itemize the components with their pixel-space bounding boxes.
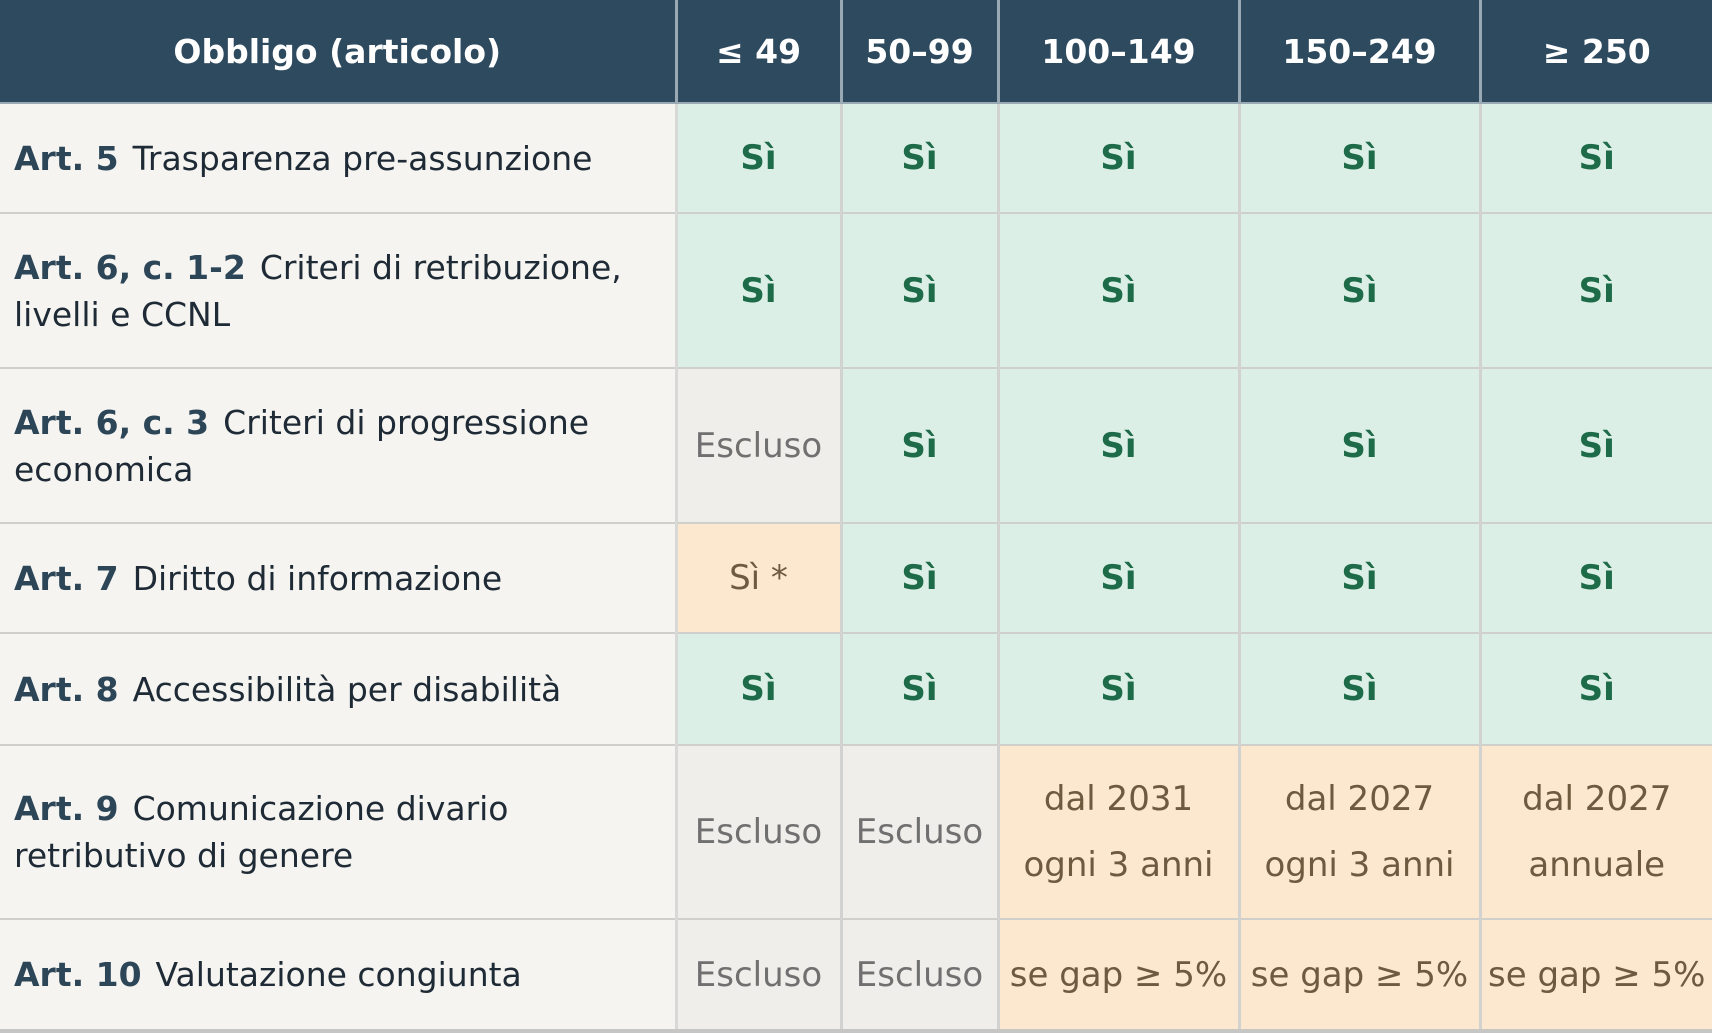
article-label: Art. 10	[14, 955, 142, 994]
status-cell: se gap ≥ 5%	[1239, 919, 1482, 1033]
status-cell: Sì	[841, 103, 1000, 214]
status-cell: Sì	[841, 633, 1000, 746]
obligation-text: Valutazione congiunta	[155, 955, 522, 994]
status-cell: Sì	[1480, 368, 1712, 524]
status-line-1: dal 2031	[1043, 779, 1194, 819]
table-row: Art. 10 Valutazione congiunta Escluso Esc…	[0, 919, 1712, 1033]
status-line-2: ogni 3 anni	[1264, 845, 1455, 885]
status-line-2: ogni 3 anni	[1023, 845, 1214, 885]
status-cell: Sì	[1480, 523, 1712, 634]
obligation-text: Trasparenza pre-assunzione	[132, 138, 593, 178]
header-band-le-49: ≤ 49	[676, 0, 843, 104]
status-cell: Escluso	[841, 919, 1000, 1033]
status-line-2: annuale	[1528, 845, 1666, 885]
table-body: Art. 5 Trasparenza pre-assunzione Sì Sì S…	[0, 103, 1712, 1033]
status-cell: Escluso	[841, 745, 1000, 920]
status-cell: se gap ≥ 5%	[1480, 919, 1712, 1033]
obligation-text: Accessibilità per disabilità	[132, 669, 562, 709]
status-cell: Escluso	[676, 919, 843, 1033]
status-line-1: dal 2027	[1522, 779, 1672, 819]
obligation-text: Criteri di progressione economica	[14, 402, 590, 489]
obligation-cell: Art. 9 Comunicazione divario retributivo …	[0, 745, 678, 920]
status-cell: Sì	[1239, 368, 1482, 524]
header-band-ge-250: ≥ 250	[1480, 0, 1712, 104]
status-cell: Sì	[998, 213, 1241, 369]
status-cell: Sì	[841, 368, 1000, 524]
table-row: Art. 8 Accessibilità per disabilità Sì Sì…	[0, 633, 1712, 746]
article-label: Art. 6, c. 1-2	[14, 247, 246, 287]
article-label: Art. 8	[14, 669, 119, 709]
article-label: Art. 7	[14, 558, 119, 598]
status-cell: Sì	[676, 103, 843, 214]
obligation-cell: Art. 7 Diritto di informazione	[0, 523, 678, 634]
status-cell: Sì	[1480, 103, 1712, 214]
table-row: Art. 6, c. 1-2 Criteri di retribuzione, l…	[0, 213, 1712, 369]
table-row: Art. 9 Comunicazione divario retributivo …	[0, 745, 1712, 920]
status-cell: Sì	[998, 523, 1241, 634]
status-cell: Sì	[1239, 213, 1482, 369]
table-header: Obbligo (articolo) ≤ 49 50–99 100–149 15…	[0, 0, 1712, 104]
status-cell: Sì	[1239, 103, 1482, 214]
status-cell: Sì	[1480, 633, 1712, 746]
status-cell: Sì	[841, 523, 1000, 634]
status-cell: dal 2027 ogni 3 anni	[1239, 745, 1482, 920]
table-row: Art. 5 Trasparenza pre-assunzione Sì Sì S…	[0, 103, 1712, 214]
header-obligation: Obbligo (articolo)	[0, 0, 678, 104]
obligation-cell: Art. 6, c. 3 Criteri di progressione econ…	[0, 368, 678, 524]
status-cell: Sì	[998, 633, 1241, 746]
header-band-150-249: 150–249	[1239, 0, 1482, 104]
header-band-100-149: 100–149	[998, 0, 1241, 104]
status-line-1: dal 2027	[1284, 779, 1435, 819]
status-cell: Sì	[1239, 523, 1482, 634]
status-cell: Sì	[676, 633, 843, 746]
status-cell: se gap ≥ 5%	[998, 919, 1241, 1033]
status-cell: Sì	[676, 213, 843, 369]
article-label: Art. 6, c. 3	[14, 402, 210, 442]
article-label: Art. 9	[14, 789, 119, 828]
obligation-cell: Art. 8 Accessibilità per disabilità	[0, 633, 678, 746]
status-cell: Sì	[841, 213, 1000, 369]
obligation-cell: Art. 10 Valutazione congiunta	[0, 919, 678, 1033]
status-cell: Sì	[998, 103, 1241, 214]
obligation-cell: Art. 5 Trasparenza pre-assunzione	[0, 103, 678, 214]
status-cell: dal 2027 annuale	[1480, 745, 1712, 920]
header-band-50-99: 50–99	[841, 0, 1000, 104]
obligation-cell: Art. 6, c. 1-2 Criteri di retribuzione, l…	[0, 213, 678, 369]
obligation-text: Diritto di informazione	[132, 558, 503, 598]
status-cell: Escluso	[676, 368, 843, 524]
table-row: Art. 6, c. 3 Criteri di progressione econ…	[0, 368, 1712, 524]
status-cell: dal 2031 ogni 3 anni	[998, 745, 1241, 920]
status-cell: Escluso	[676, 745, 843, 920]
status-cell: Sì *	[676, 523, 843, 634]
status-cell: Sì	[998, 368, 1241, 524]
article-label: Art. 5	[14, 138, 119, 178]
header-row: Obbligo (articolo) ≤ 49 50–99 100–149 15…	[0, 0, 1712, 104]
status-cell: Sì	[1239, 633, 1482, 746]
obligation-text: Criteri di retribuzione, livelli e CCNL	[14, 247, 622, 334]
status-cell: Sì	[1480, 213, 1712, 369]
obligation-text: Comunicazione divario retributivo di gen…	[14, 789, 509, 875]
table-row: Art. 7 Diritto di informazione Sì * Sì Sì…	[0, 523, 1712, 634]
